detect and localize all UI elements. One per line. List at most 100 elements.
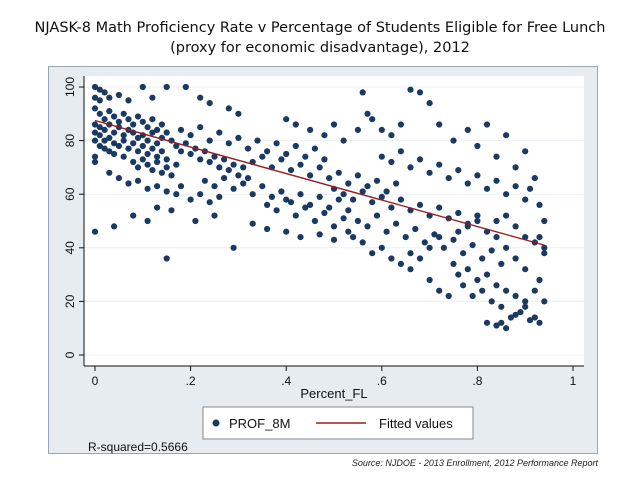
data-point: [369, 250, 376, 257]
data-point: [91, 94, 99, 101]
data-point: [292, 142, 299, 150]
data-point: [154, 140, 161, 147]
data-point: [378, 126, 385, 133]
data-point: [536, 276, 543, 284]
data-point: [455, 228, 462, 235]
data-point: [369, 199, 376, 206]
data-point: [474, 212, 481, 219]
data-point: [264, 201, 271, 208]
data-point: [149, 94, 156, 101]
data-point: [139, 142, 146, 150]
data-point: [206, 137, 213, 144]
data-point: [283, 228, 290, 235]
data-point: [450, 137, 457, 144]
data-point: [307, 172, 314, 179]
data-point: [96, 142, 103, 150]
data-point: [426, 100, 433, 107]
data-point: [101, 145, 108, 152]
data-point: [536, 319, 543, 326]
data-point: [378, 193, 385, 200]
data-point: [469, 292, 476, 300]
data-point: [469, 242, 476, 249]
data-point: [302, 204, 309, 211]
data-point: [163, 188, 170, 195]
data-point: [531, 287, 538, 294]
data-point: [416, 156, 424, 163]
data-point: [503, 191, 510, 198]
y-tick-label: 100: [63, 77, 77, 97]
data-point: [522, 234, 529, 241]
data-point: [522, 196, 529, 203]
data-point: [96, 110, 103, 117]
data-point: [407, 250, 414, 257]
data-point: [259, 183, 266, 190]
data-point: [211, 153, 218, 160]
data-point: [512, 311, 519, 318]
data-point: [91, 83, 99, 91]
data-point: [483, 271, 491, 278]
data-point: [340, 137, 347, 144]
data-point: [264, 148, 271, 155]
data-point: [225, 167, 232, 174]
legend-label-fitted: Fitted values: [379, 416, 453, 431]
data-point: [259, 153, 266, 160]
data-point: [364, 110, 371, 117]
data-point: [498, 303, 505, 310]
data-point: [268, 193, 275, 200]
data-point: [426, 244, 433, 251]
data-point: [493, 234, 500, 241]
data-point: [283, 196, 290, 203]
data-point: [163, 129, 170, 136]
x-axis-label: Percent_FL: [300, 386, 367, 401]
data-point: [316, 231, 323, 238]
data-point: [512, 255, 519, 262]
data-point: [359, 239, 366, 246]
data-point: [526, 185, 534, 192]
data-point: [498, 260, 505, 267]
data-point: [474, 142, 481, 150]
data-point: [91, 105, 99, 112]
legend-marker-prof-8m: [212, 419, 220, 427]
data-point: [307, 201, 314, 208]
data-point: [182, 83, 189, 91]
data-point: [541, 250, 548, 257]
data-point: [125, 116, 132, 123]
data-point: [225, 140, 232, 147]
plot-area: [84, 76, 584, 366]
data-point: [517, 309, 524, 316]
x-tick-label: 0: [92, 374, 99, 388]
data-point: [283, 116, 290, 123]
data-point: [393, 220, 400, 227]
data-point: [373, 177, 381, 184]
data-point: [507, 314, 514, 321]
data-point: [187, 132, 194, 139]
data-point: [177, 183, 185, 190]
data-point: [369, 116, 376, 123]
data-point: [436, 121, 443, 128]
data-point: [393, 180, 400, 187]
data-point: [316, 193, 323, 200]
data-point: [335, 196, 342, 203]
data-point: [216, 193, 223, 200]
x-tick-label: .6: [377, 374, 387, 388]
data-point: [96, 124, 103, 131]
data-point: [111, 150, 118, 158]
legend: PROF_8M Fitted values: [202, 406, 474, 440]
chart-title-line-2: (proxy for economic disadvantage), 2012: [170, 40, 470, 56]
data-point: [330, 223, 338, 230]
data-point: [120, 110, 127, 117]
data-point: [158, 169, 165, 176]
data-point: [130, 121, 137, 128]
data-point: [101, 116, 108, 123]
data-point: [503, 325, 510, 332]
data-point: [340, 191, 347, 198]
data-point: [474, 217, 481, 225]
y-tick-label: 80: [63, 134, 77, 148]
data-point: [230, 161, 237, 168]
data-point: [397, 260, 404, 267]
data-point: [139, 83, 146, 91]
data-point: [297, 234, 304, 241]
data-point: [125, 180, 132, 187]
data-point: [111, 113, 118, 120]
